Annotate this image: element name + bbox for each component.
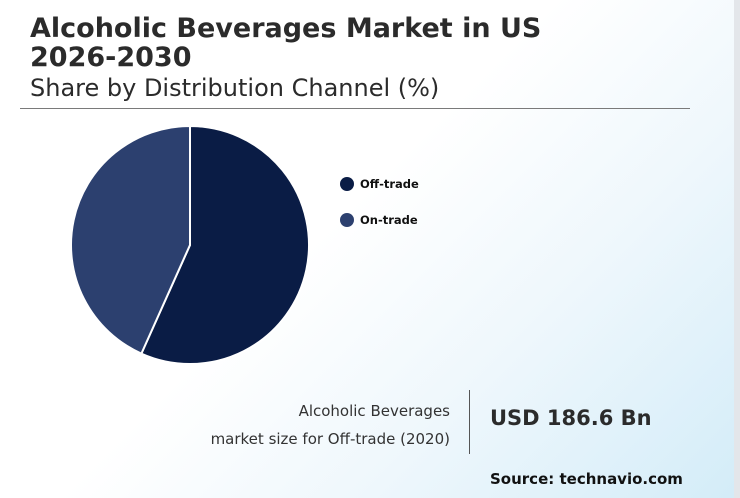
legend-item: On-trade	[340, 211, 419, 229]
market-size-value: USD 186.6 Bn	[490, 406, 652, 430]
page-title: Alcoholic Beverages Market in US 2026-20…	[30, 14, 541, 72]
header-divider	[20, 108, 690, 109]
pie-slice-on-trade	[70, 124, 191, 355]
legend-label: Off-trade	[360, 177, 419, 191]
market-size-label: Alcoholic Beverages market size for Off-…	[150, 397, 450, 453]
legend-item: Off-trade	[340, 175, 419, 193]
chart-legend: Off-trade On-trade	[340, 175, 419, 247]
chart-subtitle: Share by Distribution Channel (%)	[30, 74, 440, 102]
stat-divider	[469, 390, 470, 454]
market-size-label-line-1: Alcoholic Beverages	[298, 402, 450, 420]
source-credit: Source: technavio.com	[490, 470, 683, 488]
pie-chart	[70, 124, 310, 365]
title-line-2: 2026-2030	[30, 42, 192, 73]
pie-slice-off-trade	[140, 124, 310, 365]
right-edge-strip	[734, 0, 740, 498]
legend-swatch	[340, 213, 354, 227]
legend-label: On-trade	[360, 213, 418, 227]
title-line-1: Alcoholic Beverages Market in US	[30, 13, 542, 44]
market-size-label-line-2: market size for Off-trade (2020)	[210, 430, 450, 448]
legend-swatch	[340, 177, 354, 191]
